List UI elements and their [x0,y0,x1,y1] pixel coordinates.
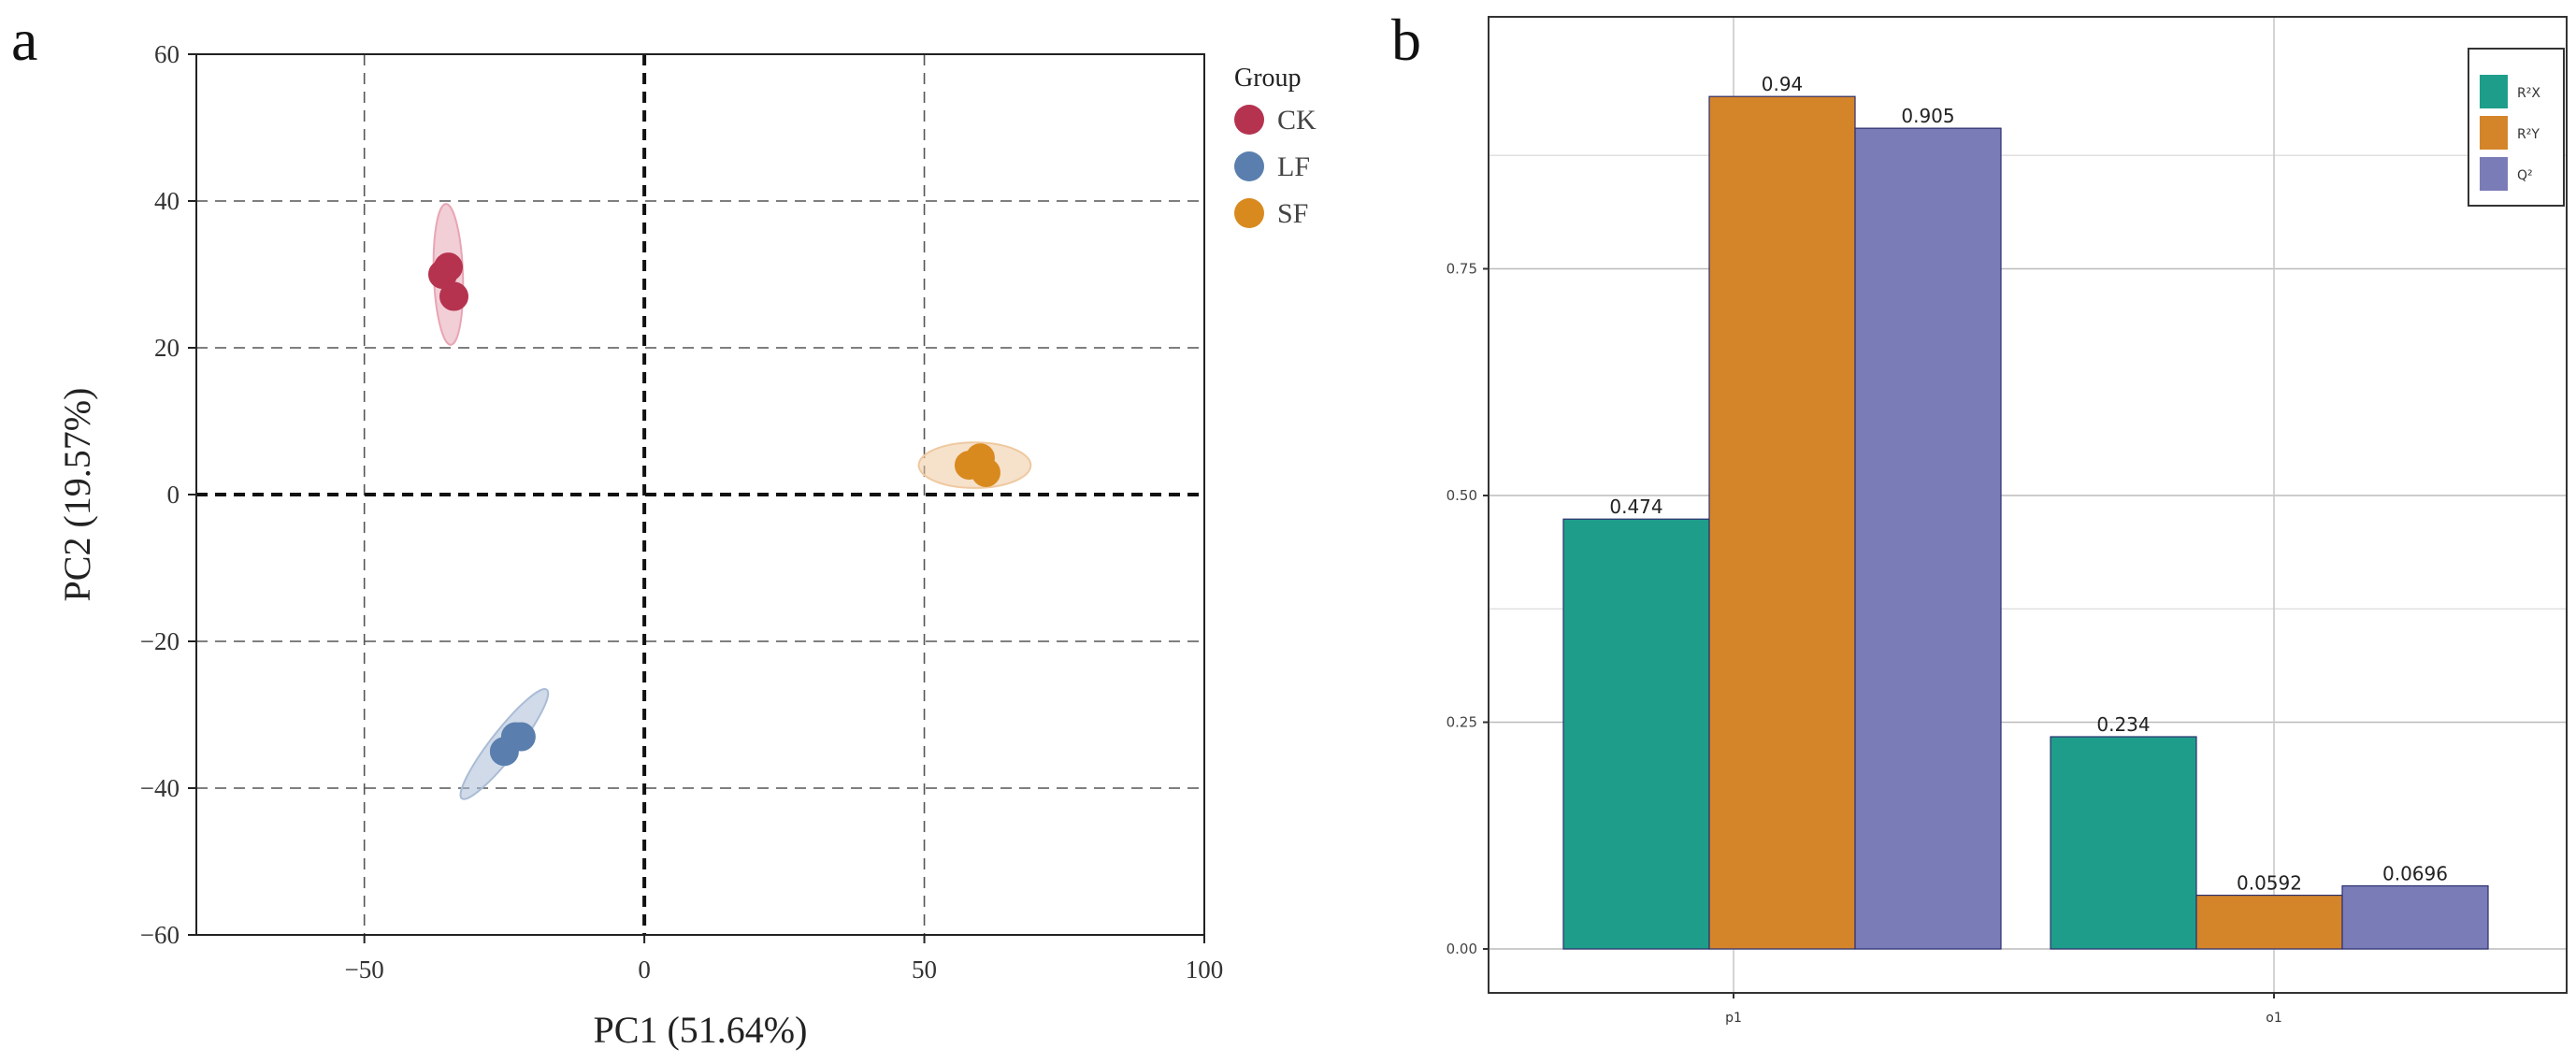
point-ck [439,281,468,311]
bar-category-label-p1: p1 [1725,1011,1742,1026]
pca-tick-label-y: −20 [140,627,180,655]
panel-letter-a: a [11,7,37,73]
bar-value-label: 0.94 [1762,73,1804,95]
point-sf [971,457,1000,487]
pca-tick-label-x: 100 [1186,955,1224,984]
legend-marker-ck [1234,105,1264,135]
legend-label-r2x: R²X [2517,86,2540,101]
bar-value-label: 0.905 [1901,105,1954,127]
bar-tick-label-y: 0.75 [1446,261,1477,278]
legend-swatch-r2x [2480,75,2508,108]
bar-tick-label-y: 0.00 [1446,941,1477,957]
bar-axes-frame [1488,16,2568,994]
pca-tick-label-y: −60 [140,921,180,949]
bar-value-label: 0.474 [1609,496,1662,518]
pca-legend-title: Group [1234,64,1302,93]
pca-legend: Group CK LF SF [1234,64,1317,229]
pca-tick-label-y: 20 [154,334,180,362]
pca-tick-label-x: 50 [912,955,937,984]
bar-tick-label-y: 0.50 [1446,487,1477,504]
point-lf [506,722,536,752]
point-ck [434,252,463,282]
pca-tick-label-y: 60 [154,40,180,68]
bar-legend: R²X R²Y Q² [2468,48,2565,207]
legend-marker-lf [1234,151,1264,181]
pca-x-axis-label: PC1 (51.64%) [594,1009,808,1051]
legend-marker-sf [1234,198,1264,228]
pca-plot: −50 0 50 100 −60 −40 −20 0 20 40 60 PC1 (51.64%) PC2… [56,40,1223,1051]
bar-category-label-o1: o1 [2266,1011,2281,1026]
bar-r2x-p1 [1562,518,1710,950]
bar-q2-p1 [1854,127,2002,950]
pca-tick-label-y: 40 [154,187,180,215]
bar-value-label: 0.0592 [2237,872,2302,895]
legend-label-lf: LF [1277,151,1310,182]
legend-label-sf: SF [1277,198,1308,229]
legend-label-q2: Q² [2517,168,2533,183]
legend-label-r2y: R²Y [2517,127,2540,142]
bar-r2x-o1 [2050,736,2197,950]
pca-tick-label-y: 0 [167,481,180,509]
legend-swatch-r2y [2480,116,2508,150]
panel-letter-b: b [1391,7,1421,73]
legend-swatch-q2 [2480,157,2508,191]
bar-plot: 0.00 0.25 0.50 0.75 0.474 0.94 0.905 p1 0.234 0.0… [1446,16,2568,1026]
bar-r2y-o1 [2195,894,2343,950]
bar-r2y-p1 [1708,95,1856,950]
bar-tick-label-y: 0.25 [1446,714,1477,731]
bar-q2-o1 [2341,884,2489,950]
pca-tick-label-x: −50 [345,955,384,984]
pca-tick-label-y: −40 [140,774,180,802]
legend-label-ck: CK [1277,105,1317,136]
bar-value-label: 0.234 [2096,713,2150,736]
pca-tick-label-x: 0 [638,955,651,984]
pca-y-axis-label: PC2 (19.57%) [56,388,98,602]
bar-value-label: 0.0696 [2382,862,2448,884]
